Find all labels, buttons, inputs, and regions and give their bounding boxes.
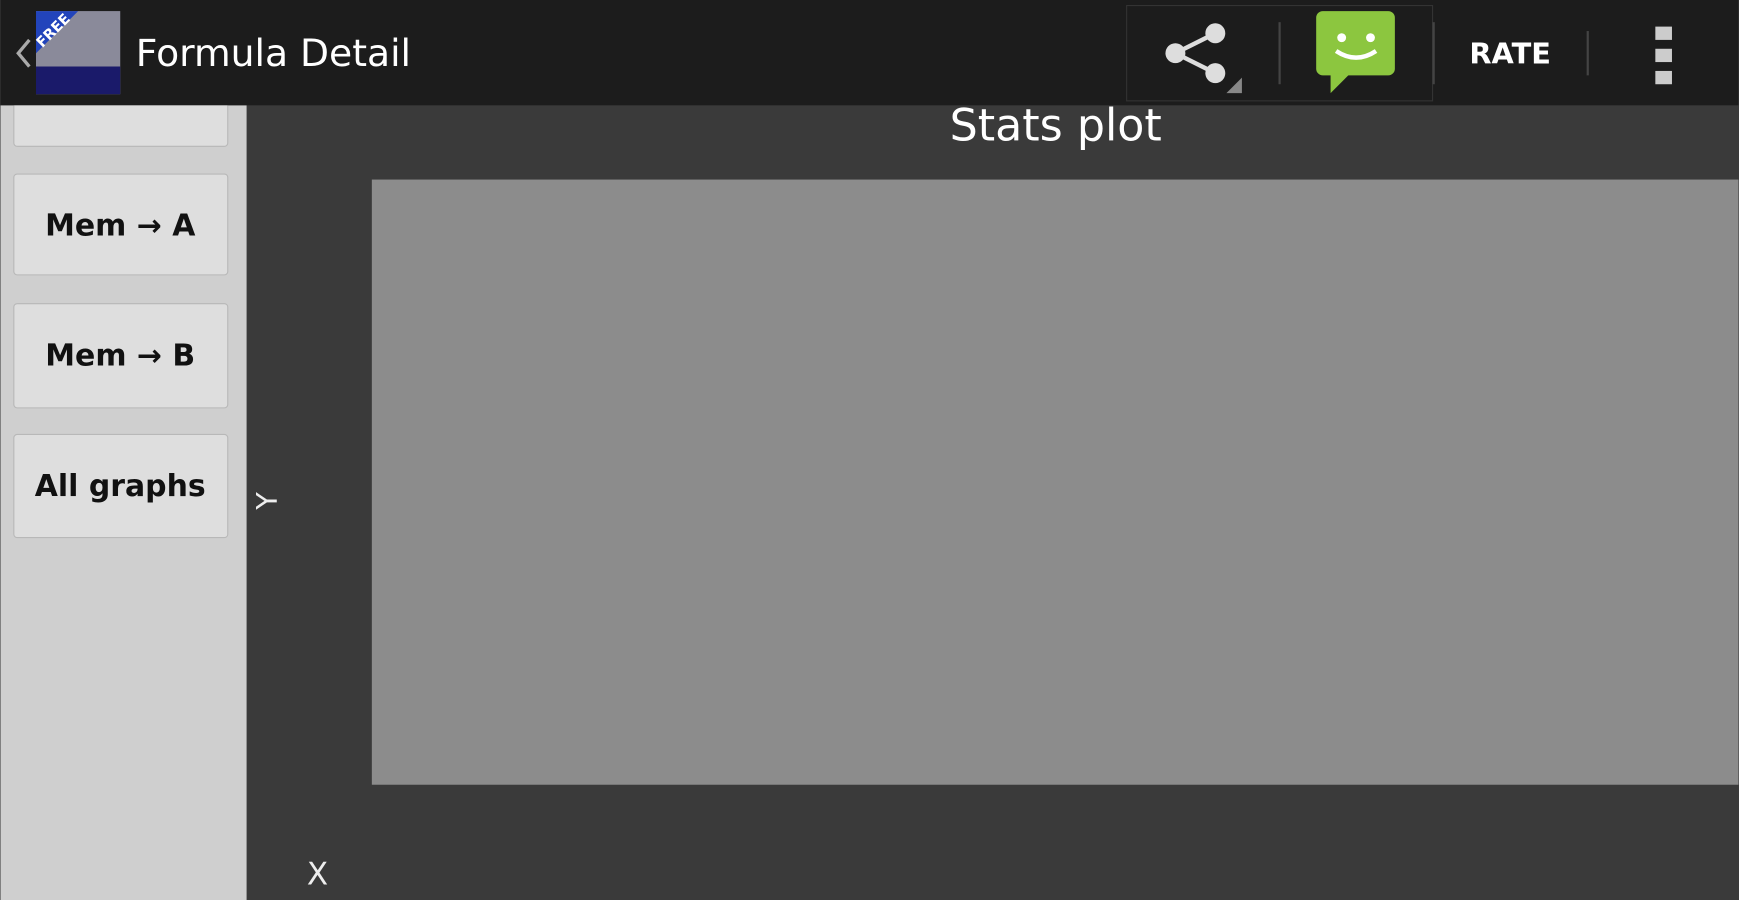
y-axis-label: Y [250,492,284,511]
back-chevron [16,38,31,68]
button-label: Mem → A [45,209,195,244]
side-button[interactable]: All graphs [13,433,229,539]
chat-tail [1330,73,1351,94]
chat-smile [1334,49,1378,60]
button-label: Mem → B [45,338,195,373]
chat-eye [1366,33,1375,43]
app-bar [0,0,1739,106]
app-bar-title: Formula Detail [136,31,411,75]
feedback-button[interactable] [1316,11,1395,94]
share-button[interactable] [1165,23,1242,94]
overflow-menu[interactable] [1655,26,1672,85]
button-label: All graphs [35,469,206,504]
chart-title: Stats plot [950,101,1162,152]
rate-button[interactable]: RATE [1469,36,1551,70]
chat-icon [1316,11,1395,76]
share-icon-dot [1165,43,1186,64]
dropdown-corner [1226,77,1242,94]
side-button-partial[interactable] [13,101,229,147]
side-button[interactable]: Mem → B [13,303,229,409]
plot-area [371,179,1739,785]
side-button[interactable]: Mem → A [13,173,229,276]
button-bg [13,303,229,409]
share-icon-dot [1205,63,1226,84]
app-icon-band [36,66,121,95]
share-icon-dot [1205,23,1226,44]
x-axis-label: X [307,857,328,893]
up-button[interactable]: FREE Formula Detail [16,11,411,95]
menu-dot [1655,48,1672,63]
button-bg [13,173,229,276]
menu-dot [1655,26,1672,40]
badge-corner [36,11,79,54]
chat-eye [1337,33,1347,43]
button-bg [13,433,229,539]
menu-dot [1655,70,1672,85]
